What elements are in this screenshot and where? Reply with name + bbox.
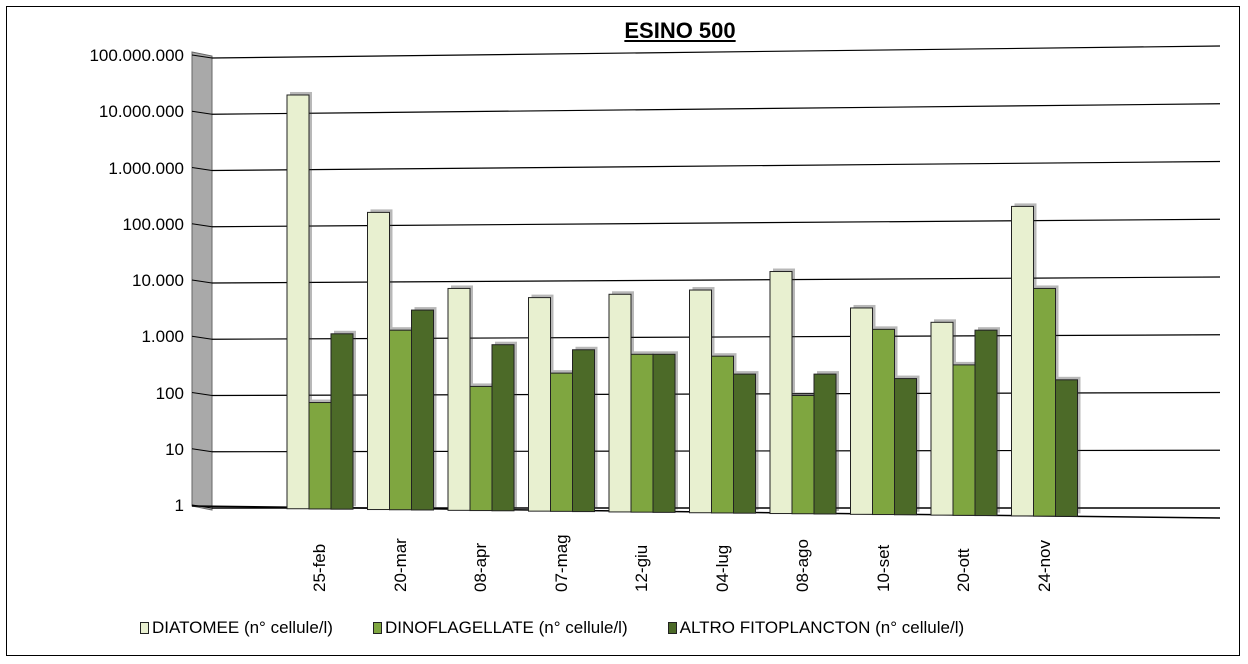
x-tick-label: 24-nov (1034, 540, 1054, 592)
y-tick-label: 100.000.000 (89, 46, 184, 65)
legend-swatch (372, 622, 382, 634)
bar (550, 372, 573, 512)
x-tick-label: 10-set (873, 544, 893, 592)
bar (367, 211, 390, 511)
gridline (211, 334, 1221, 340)
bar (1011, 205, 1034, 517)
x-tick-label: 08-ago (793, 539, 812, 592)
legend-label: DIATOMEE (n° cellule/l) (152, 618, 333, 637)
y-tick-label: 100 (155, 383, 184, 403)
bar (389, 329, 412, 511)
x-tick-label: 04-lug (712, 544, 732, 592)
bar (330, 333, 354, 510)
gridline (211, 45, 1221, 59)
bar (813, 373, 837, 515)
gridline (211, 218, 1221, 228)
bar (1055, 379, 1078, 517)
legend-item: DIATOMEE (n° cellule/l) (140, 618, 333, 638)
gridline-wall (191, 167, 213, 171)
bar (469, 385, 493, 512)
y-tick-label: 10 (165, 439, 184, 459)
gridline (211, 276, 1221, 284)
bar (652, 353, 676, 513)
bar (952, 364, 976, 516)
gridline (211, 103, 1221, 115)
x-tick-label: 08-apr (471, 542, 490, 592)
legend-item: DINOFLAGELLATE (n° cellule/l) (372, 618, 628, 638)
x-tick-label: 20-mar (390, 538, 410, 592)
legend: DIATOMEE (n° cellule/l) DINOFLAGELLATE (n… (140, 618, 1200, 638)
bar (286, 94, 310, 510)
bar (733, 373, 756, 514)
chart-title: ESINO 500 (624, 18, 736, 43)
bar (872, 328, 895, 516)
gridline-wall (191, 54, 213, 59)
legend-swatch (667, 622, 677, 634)
gridline (211, 160, 1221, 172)
gridline-wall (191, 448, 213, 453)
gridline-wall (191, 223, 213, 228)
gridline-wall (191, 335, 213, 340)
bar (974, 329, 998, 517)
bar (894, 378, 917, 516)
bar (608, 293, 632, 513)
y-tick-label: 1.000 (141, 327, 184, 347)
legend-swatch (140, 622, 149, 634)
bar (491, 344, 515, 512)
gridline-wall (191, 110, 213, 115)
y-tick-label: 1 (174, 496, 184, 515)
bar (572, 349, 595, 513)
gridline-wall (191, 392, 213, 396)
y-tick-label: 10.000.000 (98, 102, 184, 122)
y-tick-label: 10.000 (132, 271, 184, 290)
x-tick-label: 20-ott (954, 548, 973, 592)
bar (528, 297, 551, 512)
legend-item: ALTRO FITOPLANCTON (n° cellule/l) (667, 618, 965, 638)
legend-label: ALTRO FITOPLANCTON (n° cellule/l) (679, 618, 965, 637)
bar (1033, 287, 1056, 517)
x-tick-label: 25-feb (310, 543, 329, 592)
bar (791, 395, 815, 515)
y-tick-label: 100.000 (122, 214, 184, 234)
gridline-wall (191, 279, 213, 284)
bar (308, 402, 332, 510)
x-tick-label: 12-giu (632, 544, 651, 592)
bar (769, 271, 793, 515)
bar (447, 287, 471, 511)
bar (850, 307, 873, 515)
bar (689, 289, 712, 514)
bar (930, 321, 954, 516)
bar (630, 353, 654, 513)
bar (711, 355, 734, 514)
legend-label: DINOFLAGELLATE (n° cellule/l) (384, 618, 628, 637)
bar (411, 309, 434, 511)
y-tick-label: 1.000.000 (108, 158, 184, 178)
x-tick-label: 07-mag (551, 534, 571, 592)
